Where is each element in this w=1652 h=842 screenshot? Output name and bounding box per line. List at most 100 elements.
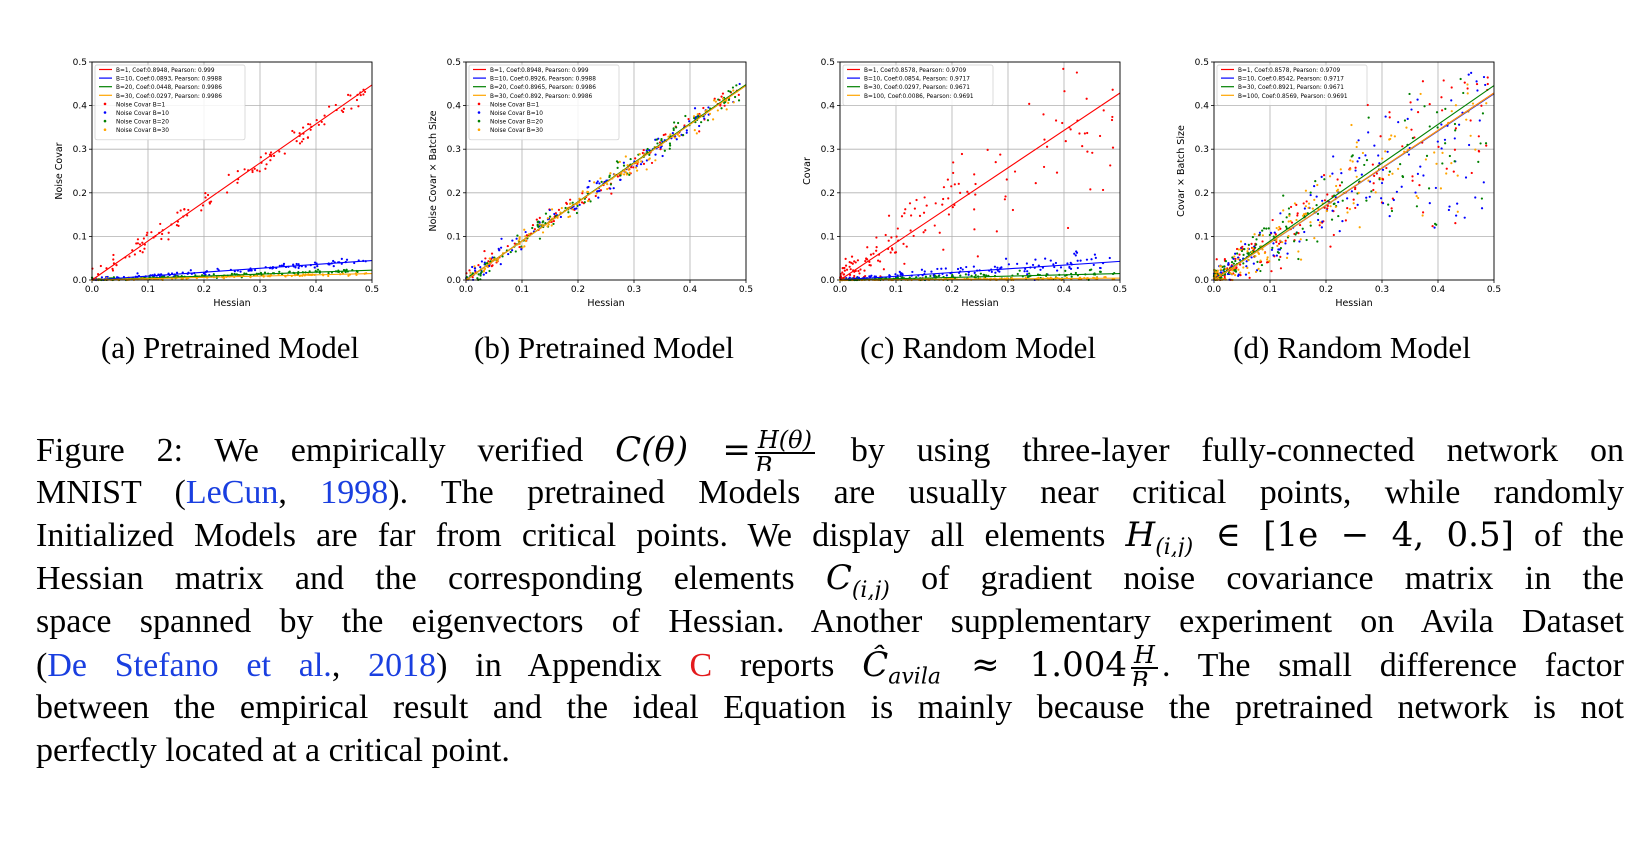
data-point [295,140,298,143]
data-point [548,208,551,212]
data-point [1484,142,1488,145]
data-point [550,224,553,227]
data-point [531,223,535,227]
data-point [606,182,609,186]
data-point [1278,225,1281,229]
data-point [609,187,612,190]
data-point [1004,195,1007,198]
data-point [269,151,273,154]
data-point [946,178,949,181]
data-point [698,130,701,133]
data-point [1436,140,1439,143]
data-point [1393,135,1396,138]
data-point [713,99,716,102]
y-tick-label: 0.3 [821,145,835,155]
data-point [1427,187,1431,190]
data-point [952,171,955,175]
data-point [320,120,323,123]
data-point [1415,205,1419,208]
data-point [1341,199,1344,202]
data-point [866,246,869,249]
citation-link-lecun[interactable]: LeCun [185,474,279,511]
data-point [1297,257,1300,261]
data-point [528,232,531,236]
data-point [1355,141,1358,144]
data-point [961,268,964,271]
data-point [316,268,320,271]
y-axis-label: Covar [802,157,813,185]
y-axis-label: Noise Covar [54,142,65,199]
data-point [1344,219,1347,222]
legend-label: B=20, Coef:0.8965, Pearson: 0.9986 [490,85,596,91]
data-point [727,101,730,105]
data-point [1250,256,1253,259]
data-point [1059,266,1063,269]
data-point [599,177,602,180]
data-point [146,231,149,234]
data-point [1375,172,1378,175]
data-point [1265,261,1269,264]
data-point [1423,105,1426,108]
caption-text: ). The pretrained Models are usually nea… [388,474,1624,511]
caption-line-5: space spanned by the eigenvectors of Hes… [36,603,1624,640]
citation-link-de-stefano[interactable]: De Stefano et al. [47,646,332,684]
data-point [944,267,947,270]
data-point [1232,262,1235,265]
data-point [598,182,601,185]
data-point [1436,126,1439,129]
data-point [499,263,502,266]
data-point [1069,267,1073,270]
data-point [1401,145,1404,148]
citation-link-2018[interactable]: 2018 [368,646,437,684]
data-point [264,152,267,155]
data-point [471,276,474,279]
data-point [304,265,307,268]
y-tick-label: 0.2 [447,189,461,199]
data-point [1233,269,1236,272]
data-point [491,256,494,259]
data-point [1104,276,1107,279]
data-point [685,131,688,134]
data-point [243,272,246,275]
data-point [1314,180,1317,183]
x-tick-label: 0.2 [1319,285,1333,295]
data-point [1407,153,1411,156]
data-point [1289,220,1292,223]
data-point [842,267,845,270]
appendix-link[interactable]: C [689,646,713,684]
data-point [1063,90,1066,93]
data-point [669,133,672,136]
data-point [501,255,504,258]
chart-d: 0.00.0 0.1 0.1 0.2 0.2 0.3 0.3 0.4 0.4 0.5 0.5 Hess… [1176,58,1501,309]
data-point [1284,239,1287,242]
data-point [973,228,976,231]
data-point [1275,254,1278,257]
data-point [1068,266,1071,269]
data-point [890,236,893,239]
data-point [488,264,491,268]
data-point [1074,254,1077,257]
data-point [738,82,741,86]
citation-link-1998[interactable]: 1998 [320,474,389,511]
data-point [843,269,846,272]
data-point [1101,188,1105,192]
data-point [1223,274,1226,278]
data-point [1303,230,1306,234]
data-point [139,249,142,253]
data-point [1315,204,1318,207]
data-point [150,231,153,234]
data-point [1016,272,1019,276]
legend-point-swatch [103,128,107,131]
data-point [474,269,477,272]
data-point [1262,227,1266,230]
data-point [1073,252,1076,255]
x-tick-label: 0.5 [739,285,753,295]
data-point [1390,209,1394,213]
caption-math: H [1125,515,1156,555]
data-point [857,269,860,273]
data-point [1268,260,1271,263]
data-point [1317,218,1320,222]
data-point [468,269,471,272]
legend-label: Noise Covar B=1 [490,102,540,108]
data-point [676,133,679,136]
